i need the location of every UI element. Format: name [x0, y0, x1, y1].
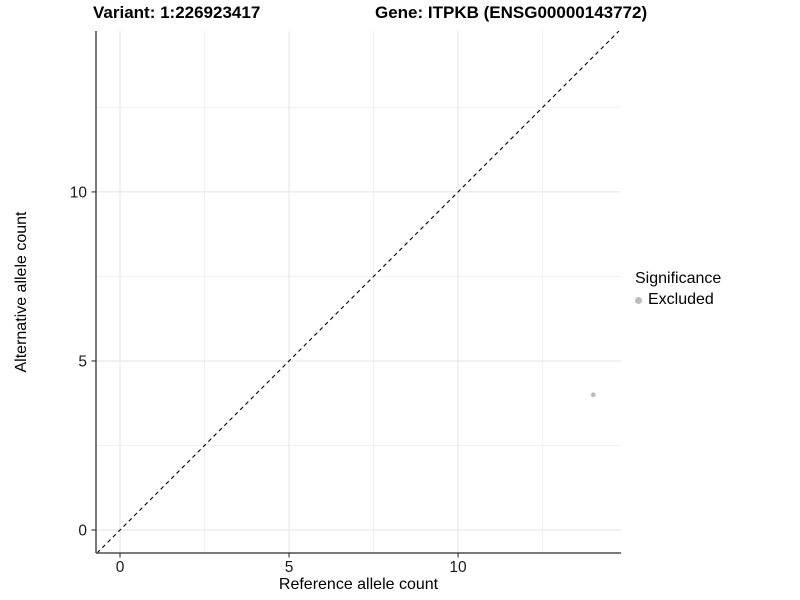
x-tick-label: 10 [449, 559, 467, 576]
legend-item-label: Excluded [648, 291, 714, 308]
y-axis-title: Alternative allele count [13, 211, 30, 373]
y-tick-label: 5 [78, 353, 87, 370]
variant-title: Variant: 1:226923417 [93, 3, 261, 22]
x-tick-label: 5 [285, 559, 294, 576]
legend-title: Significance [635, 270, 722, 287]
legend: Significance Excluded [635, 270, 721, 309]
plot-canvas: 0 5 10 0 5 10 [70, 31, 621, 576]
x-tick-label: 0 [116, 559, 125, 576]
legend-point-icon [635, 296, 642, 304]
x-axis-title: Reference allele count [278, 576, 439, 593]
legend-item-excluded: Excluded [635, 291, 721, 309]
gene-title: Gene: ITPKB (ENSG00000143772) [375, 3, 648, 22]
data-point [590, 392, 596, 398]
y-tick-label: 10 [70, 184, 88, 201]
plot-panel: 0 5 10 0 5 10 [70, 31, 621, 576]
identity-line [96, 31, 620, 553]
y-tick-label: 0 [78, 523, 87, 540]
